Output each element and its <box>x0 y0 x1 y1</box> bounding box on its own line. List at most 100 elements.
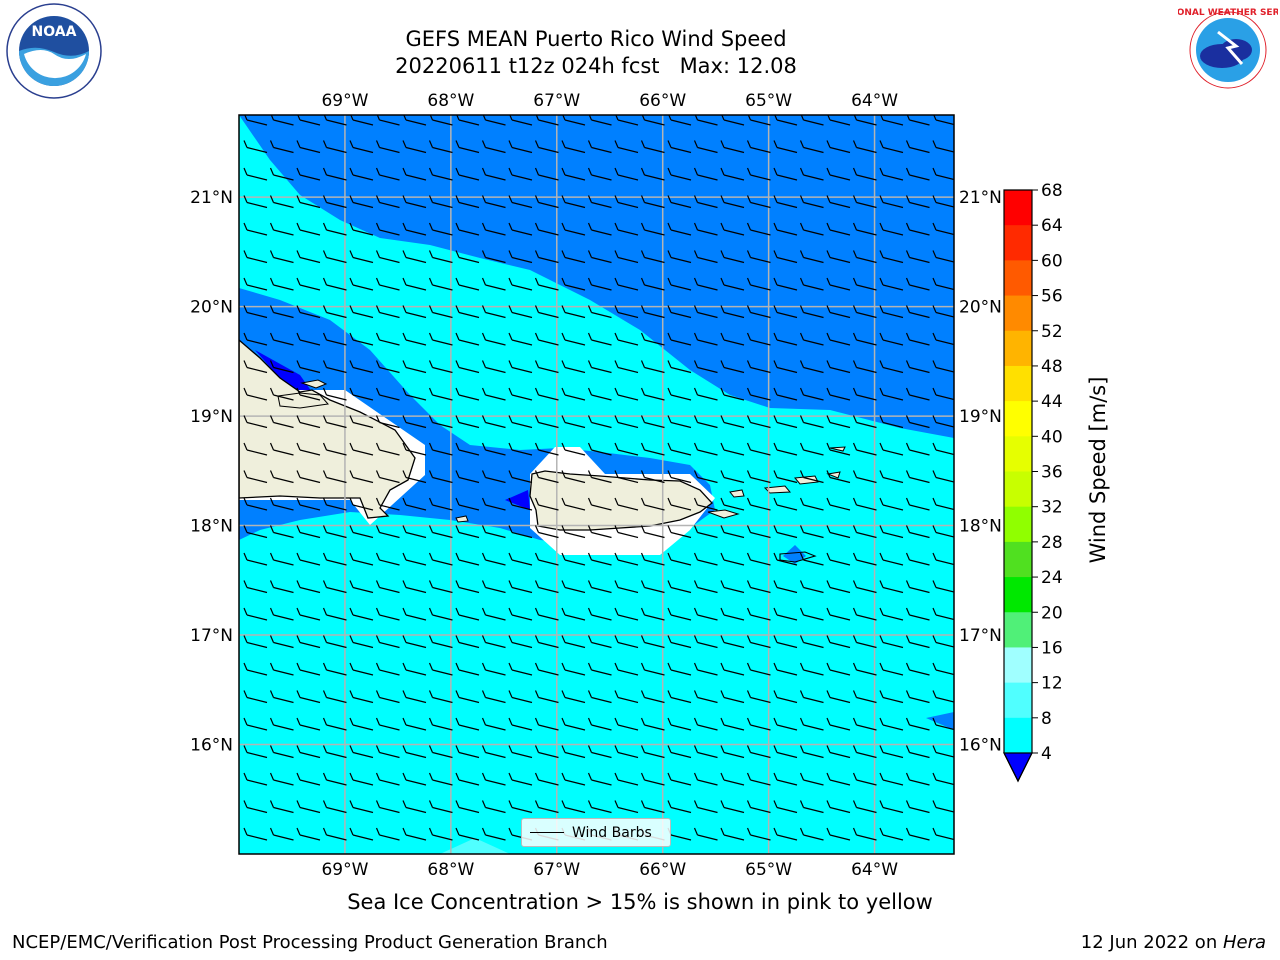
wind-barb <box>561 525 586 539</box>
wind-barb <box>349 140 374 154</box>
wind-barb <box>402 167 427 181</box>
wind-barb <box>773 470 798 484</box>
wind-barb <box>773 827 798 841</box>
wind-barb <box>322 250 347 264</box>
wind-barb <box>905 415 930 429</box>
wind-barb <box>852 195 877 209</box>
wind-barb <box>534 415 559 429</box>
anegada-island <box>829 446 846 452</box>
wind-barb <box>481 195 506 209</box>
wind-barb <box>932 827 954 841</box>
wind-barb <box>375 745 400 759</box>
wind-barb <box>932 332 954 346</box>
wind-barb <box>269 800 294 814</box>
wind-barb <box>429 115 453 126</box>
wind-barb <box>561 772 586 786</box>
wind-barb <box>773 745 798 759</box>
wind-barb <box>693 250 718 264</box>
wind-barb <box>826 800 851 814</box>
footer-date-text: 12 Jun 2022 on <box>1080 932 1223 953</box>
wind-barb <box>879 140 904 154</box>
wind-barb <box>667 195 692 209</box>
wind-barb <box>322 580 347 594</box>
wind-barb <box>455 497 480 511</box>
colorbar-tick-label: 52 <box>1041 322 1063 342</box>
wind-barb <box>932 442 954 456</box>
colorbar-segment <box>1004 190 1032 226</box>
wind-barb <box>243 415 268 429</box>
wind-barb <box>243 580 268 594</box>
lat-label-left: 18°N <box>190 517 233 537</box>
wind-barb <box>614 140 639 154</box>
wind-barb <box>852 772 877 786</box>
wind-barb <box>269 387 294 401</box>
wind-barb <box>852 662 877 676</box>
wind-barb <box>614 360 639 374</box>
puerto-rico-land <box>529 470 713 531</box>
wind-barb <box>402 497 427 511</box>
wind-barb <box>455 717 480 731</box>
wind-barb <box>615 115 639 126</box>
wind-barb <box>428 167 453 181</box>
wind-barb <box>322 827 347 841</box>
wind-barb <box>773 360 798 374</box>
culebra-island <box>729 489 745 498</box>
wind-barb <box>640 772 665 786</box>
wind-barb <box>269 360 294 374</box>
wind-barb <box>455 360 480 374</box>
wind-barb <box>932 497 954 511</box>
wind-barb <box>905 497 930 511</box>
colorbar-segment <box>1004 436 1032 472</box>
wind-barb <box>746 250 771 264</box>
wind-barb <box>402 525 427 539</box>
wind-barb <box>667 745 692 759</box>
wind-barb <box>561 662 586 676</box>
wind-barb <box>932 305 954 318</box>
wind-barb <box>561 717 586 731</box>
wind-barb <box>534 635 559 649</box>
wind-barb <box>428 497 453 511</box>
lat-label-right: 16°N <box>959 736 1002 756</box>
wind-barb <box>508 442 533 456</box>
lat-label-left: 17°N <box>190 626 233 646</box>
colorbar-segment <box>1004 577 1032 613</box>
wind-barb <box>455 222 480 236</box>
wind-barb <box>879 387 904 401</box>
wind-barb <box>667 250 692 264</box>
wind-barb <box>455 580 480 594</box>
wind-barb <box>402 332 427 346</box>
wind-barb <box>428 635 453 649</box>
wind-barb <box>853 115 877 126</box>
wind-barb <box>746 415 771 429</box>
wind-barb <box>640 525 665 539</box>
wind-barb <box>905 800 930 814</box>
lon-label-bottom: 66°W <box>639 860 686 880</box>
wind-barb <box>243 552 268 566</box>
wind-barb <box>879 360 904 374</box>
wind-barb <box>508 360 533 374</box>
wind-barb <box>402 800 427 814</box>
wind-barb <box>879 415 904 429</box>
wind-barb <box>269 552 294 566</box>
wind-barb <box>322 222 347 236</box>
colorbar-segment <box>1004 647 1032 684</box>
wind-barb <box>269 470 294 484</box>
wind-barb <box>561 690 586 704</box>
wind-barb <box>243 305 268 319</box>
wind-barb <box>508 470 533 484</box>
wind-barb <box>322 525 347 539</box>
wind-barb <box>905 607 930 621</box>
wind-barb <box>587 580 612 594</box>
wind-barb <box>508 662 533 676</box>
wind-barb <box>826 717 851 731</box>
wind-barb <box>508 167 533 181</box>
wind-barb <box>322 635 347 649</box>
wind-barb <box>455 772 480 786</box>
wind-barb <box>296 525 321 539</box>
wind-barb <box>402 690 427 704</box>
wind-barb <box>587 772 612 786</box>
wind-barb <box>269 222 294 236</box>
wind-barb <box>455 250 480 264</box>
wind-barb <box>932 607 954 621</box>
wind-barb <box>932 525 954 538</box>
